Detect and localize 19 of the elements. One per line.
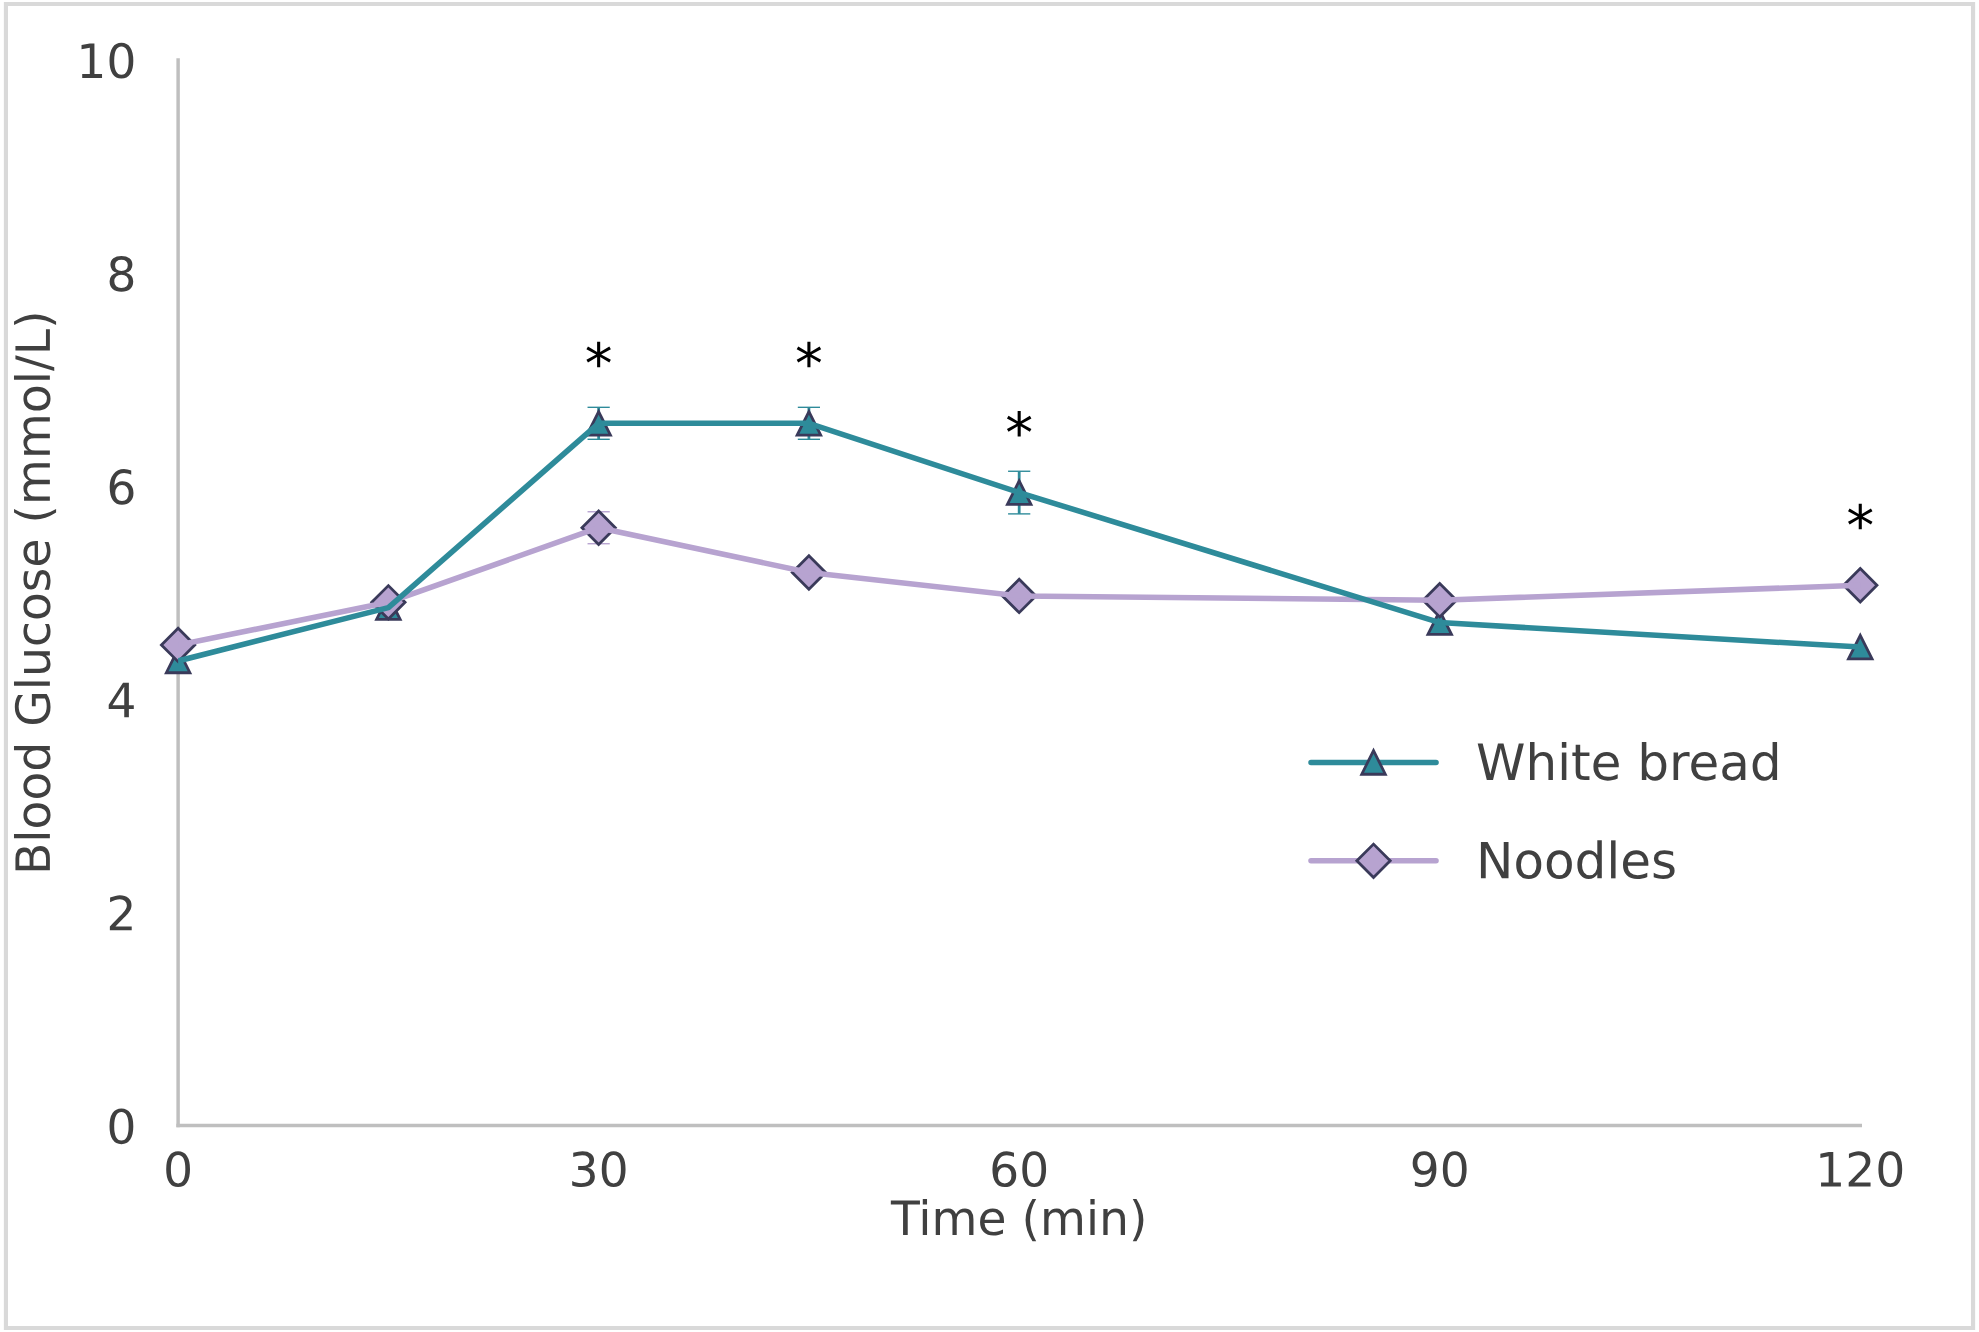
- x-tick-label: 30: [572, 1151, 626, 1188]
- annotation: *: [796, 341, 822, 368]
- x-tick-label: 0: [166, 1151, 190, 1188]
- y-tick-label: 8: [109, 255, 134, 292]
- legend-label: White bread: [1477, 741, 1778, 781]
- x-tick-label: 90: [1412, 1151, 1467, 1188]
- legend-label: Noodles: [1480, 840, 1675, 880]
- x-axis-title: Time (min): [890, 1199, 1144, 1242]
- y-tick-label: 6: [109, 469, 134, 505]
- annotation: *: [1848, 503, 1873, 530]
- y-axis-title: Blood Glucose (mmol/L): [13, 314, 57, 871]
- annotation: *: [586, 341, 611, 368]
- x-tick-label: 60: [992, 1151, 1047, 1188]
- y-tick-label: 0: [109, 1108, 134, 1145]
- y-tick-label: 2: [109, 895, 132, 931]
- y-tick-label: 10: [81, 42, 134, 79]
- annotation: *: [1006, 411, 1032, 437]
- x-tick-label: 120: [1820, 1151, 1903, 1188]
- y-tick-label: 4: [108, 682, 134, 718]
